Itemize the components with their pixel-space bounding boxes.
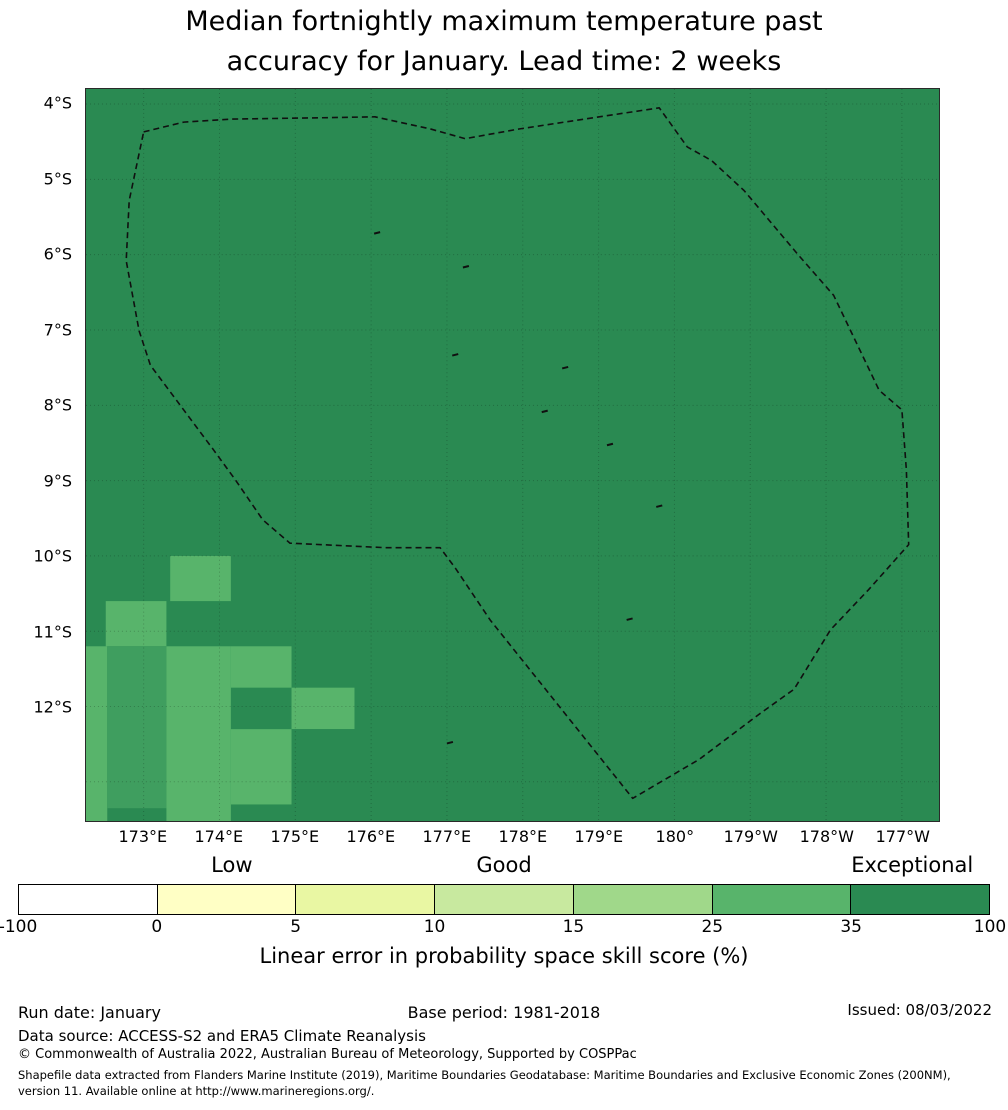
skill-cell: [230, 646, 292, 688]
x-tick-label: 178°W: [799, 827, 854, 846]
skill-cell: [86, 646, 108, 821]
footer-shapefile-note-line1: Shapefile data extracted from Flanders M…: [18, 1068, 951, 1082]
x-tick-label: 177°E: [422, 827, 472, 846]
footer-issued-date: Issued: 08/03/2022: [847, 1001, 992, 1019]
colorbar-tick-label: 25: [701, 917, 724, 937]
footer-shapefile-note-line2: version 11. Available online at http://w…: [18, 1083, 375, 1098]
colorbar-segment: [434, 884, 574, 915]
skill-cell: [230, 729, 292, 805]
colorbar-segment: [18, 884, 158, 915]
colorbar-tick-labels: -100 0 5 10 15 25 35 100: [0, 917, 1006, 939]
chart-title: Median fortnightly maximum temperature p…: [0, 2, 1008, 82]
colorbar-segment: [156, 884, 297, 915]
footer-shapefile-note: Shapefile data extracted from Flanders M…: [18, 1068, 1003, 1099]
x-tick-label: 177°W: [875, 827, 930, 846]
y-tick-label: 4°S: [43, 93, 72, 113]
x-tick-label: 178°E: [498, 827, 548, 846]
island-mark: [446, 740, 454, 745]
colorbar-segment: [572, 884, 713, 915]
y-tick-label: 10°S: [33, 546, 72, 566]
colorbar-tick-label: -100: [0, 917, 38, 937]
colorbar-quality-label: Exceptional: [851, 853, 974, 877]
eez-boundary-outline: [125, 107, 910, 800]
colorbar-tick-label: 5: [290, 917, 302, 937]
skill-cell: [105, 601, 167, 647]
colorbar: [18, 884, 991, 915]
island-mark: [373, 231, 381, 235]
y-tick-label: 11°S: [33, 622, 72, 642]
skill-cell: [107, 646, 167, 809]
map-plot-area: [85, 88, 940, 822]
colorbar-tick-label: 100: [973, 917, 1007, 937]
island-mark: [656, 504, 663, 508]
island-mark: [451, 353, 459, 357]
colorbar-quality-labels: Low Good Exceptional: [18, 853, 990, 881]
colorbar-caption: Linear error in probability space skill …: [259, 944, 749, 968]
colorbar-tick-label: 10: [423, 917, 446, 937]
skill-cell: [170, 555, 231, 602]
x-axis-longitude: 173°E 174°E 175°E 176°E 177°E 178°E 179°E 180° 1…: [85, 827, 940, 851]
colorbar-quality-label: Good: [476, 853, 532, 877]
x-tick-label: 174°E: [194, 827, 244, 846]
island-mark: [606, 442, 614, 447]
x-tick-label: 173°E: [118, 827, 168, 846]
colorbar-tick-label: 35: [840, 917, 862, 937]
y-tick-label: 9°S: [43, 471, 72, 491]
island-mark: [462, 265, 470, 269]
x-tick-label: 176°E: [346, 827, 396, 846]
x-tick-label: 179°W: [723, 827, 778, 846]
y-tick-label: 6°S: [43, 244, 72, 264]
y-tick-label: 8°S: [43, 395, 72, 415]
footer-data-source: Data source: ACCESS-S2 and ERA5 Climate …: [18, 1027, 426, 1045]
colorbar-tick-label: 0: [151, 917, 163, 937]
island-mark: [561, 365, 569, 370]
island-mark: [541, 409, 548, 414]
map-canvas: [86, 89, 939, 821]
colorbar-tick-label: 15: [562, 917, 585, 937]
y-tick-label: 5°S: [43, 169, 72, 189]
island-mark: [626, 617, 633, 621]
chart-title-line1: Median fortnightly maximum temperature p…: [185, 6, 823, 37]
y-tick-label: 12°S: [33, 697, 72, 717]
x-tick-label: 179°E: [574, 827, 624, 846]
colorbar-segment: [850, 884, 991, 915]
colorbar-segment: [711, 884, 852, 915]
footer-run-date: Run date: January: [18, 1003, 161, 1022]
footer-copyright: © Commonwealth of Australia 2022, Austra…: [18, 1047, 637, 1062]
y-axis-latitude: 4°S 5°S 6°S 7°S 8°S 9°S 10°S 11°S 12°S: [0, 88, 79, 822]
colorbar-quality-label: Low: [211, 853, 253, 877]
footer-base-period: Base period: 1981-2018: [407, 1003, 601, 1022]
y-tick-label: 7°S: [43, 320, 72, 340]
colorbar-segment: [295, 884, 436, 915]
x-tick-label: 175°E: [270, 827, 320, 846]
skill-cell: [291, 687, 355, 730]
chart-title-line2: accuracy for January. Lead time: 2 weeks: [226, 46, 782, 77]
skill-cell: [166, 646, 231, 821]
x-tick-label: 180°: [655, 827, 695, 846]
